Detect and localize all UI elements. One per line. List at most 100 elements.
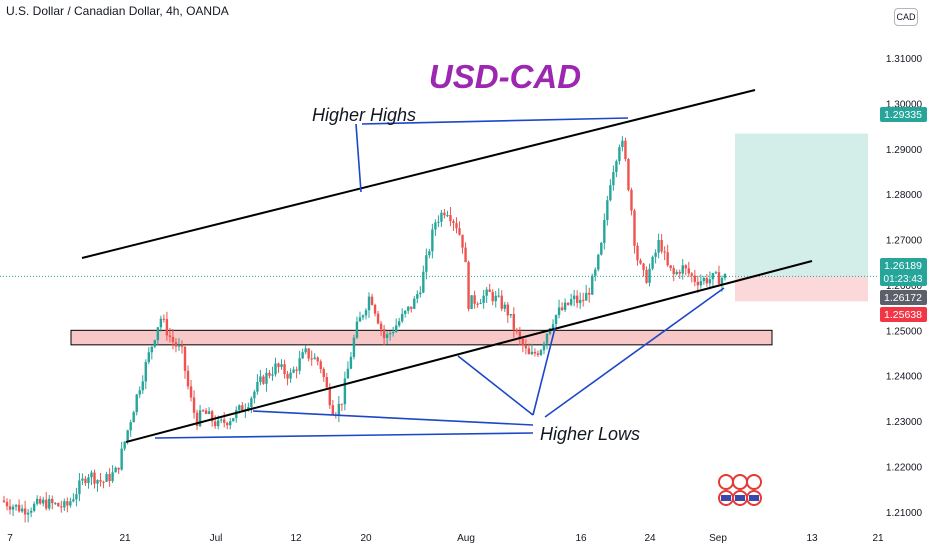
candle-body [675,271,678,275]
candle-body [509,314,512,316]
chart-title: U.S. Dollar / Canadian Dollar, 4h, OANDA [6,4,229,18]
candle-body [364,310,368,316]
candle-body [373,304,377,314]
candle-body [250,398,253,408]
candle-body [521,338,525,346]
bid-badge: 1.26172 [880,290,927,305]
candle-body [60,506,63,508]
candle-body [247,407,250,410]
candle-body [479,302,482,304]
candle-body [497,295,500,297]
candle-body [259,376,262,382]
candle-body [431,229,434,252]
candle-body [66,501,69,506]
candle-body [11,506,15,510]
candle-body [594,269,597,276]
candle-body [572,295,576,300]
candle-body [582,299,585,301]
candle-body [274,363,277,375]
candle-body [440,212,443,222]
candle-body [253,391,256,399]
candle-body [708,279,712,284]
candle-body [90,472,93,478]
candle-body [358,317,362,322]
candle-body [711,273,715,280]
countdown: 01:23:43 [884,274,923,285]
candle-body [189,386,193,398]
candle-body [268,372,271,376]
candle-body [397,321,401,326]
candle-body [162,318,166,320]
candle-body [527,348,531,355]
y-axis: 1.31000 1.30000 1.29000 1.28000 1.27000 1.260… [886,54,923,519]
candle-body [687,268,690,274]
candle-body [325,377,328,388]
candle-body [370,296,374,305]
candle-body [352,337,356,357]
candle-body [672,268,675,275]
candle-body [645,269,648,283]
candle-body [684,265,687,269]
candle-body [102,481,105,483]
candle-body [220,419,223,421]
candle-body [404,310,407,314]
candle-body [96,480,99,484]
candle-body [575,295,579,304]
support-zone [70,329,773,346]
candle-body [195,412,199,427]
candle-body [171,336,175,343]
higher-lows-label: Higher Lows [540,424,640,444]
candle-body [660,239,663,252]
candle-body [141,381,144,391]
candle-body [720,277,724,285]
candle-body [192,397,196,413]
annotation-line [544,287,725,418]
candle-body [419,292,422,295]
candle-body [69,501,72,506]
candle-body [198,410,202,427]
candle-body [488,289,491,292]
candle-body [277,363,280,368]
candle-body [93,472,96,484]
candle-body [648,268,651,283]
candle-body [5,501,9,507]
currency-badge[interactable]: CAD [894,8,918,26]
candle-body [491,291,494,302]
candle-body [17,504,21,512]
candle-body [45,499,48,509]
candle-body [304,348,307,353]
candle-body [180,345,184,347]
candle-body [23,508,27,515]
candle-body [500,295,503,309]
annotation-line [252,410,534,426]
candle-body [232,418,235,422]
candle-body [340,403,344,405]
y-tick-label: 1.31000 [886,54,923,65]
candle-body [603,220,606,243]
candle-body [464,247,467,263]
candle-body [331,405,335,415]
candle-body [723,273,727,278]
x-tick-label: Aug [457,533,475,544]
candle-body [322,369,325,378]
candle-body [443,212,446,216]
candle-body [621,140,624,148]
candle-body [256,381,259,392]
candle-body [530,351,534,355]
candle-body [657,239,660,253]
candle-body [461,234,464,248]
higher-highs-label: Higher Highs [312,105,416,125]
x-tick-label: 21 [119,533,131,544]
candle-body [129,422,132,431]
candle-body [585,292,588,301]
candle-body [422,271,425,293]
candle-body [545,333,549,344]
candle-body [286,374,289,379]
candle-body [319,361,322,370]
stop-loss-badge: 1.25638 [880,307,927,322]
candle-body [361,315,365,318]
candle-body [666,252,669,266]
candle-body [591,275,594,295]
candle-body [75,494,78,500]
